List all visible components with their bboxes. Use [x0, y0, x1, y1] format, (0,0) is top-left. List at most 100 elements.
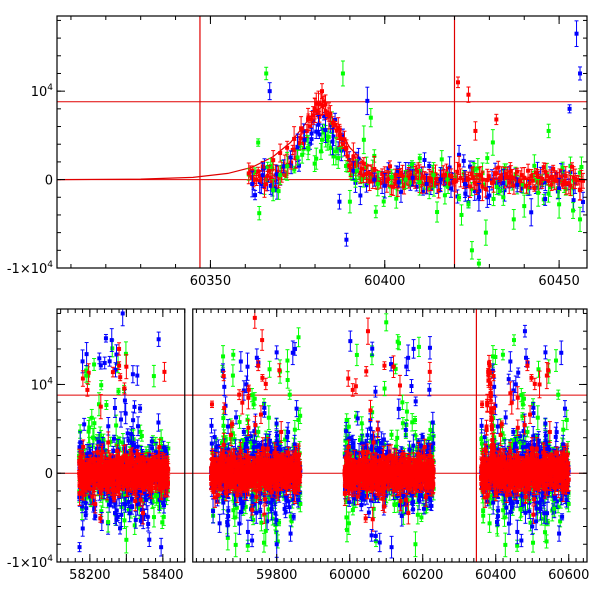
data-point-s1-14 — [351, 161, 356, 181]
data-point-s2-3 — [278, 165, 283, 185]
data-point-s2-28 — [536, 178, 541, 207]
data-point-s2-6 — [306, 135, 311, 161]
plot-area-bottom — [57, 309, 587, 562]
y-tick-label-top-2: 104 — [31, 83, 54, 100]
data-point-b0#0000ff-197 — [156, 331, 161, 347]
data-point-s0-9 — [316, 90, 321, 115]
data-point-b1#00ff00-89 — [285, 349, 290, 372]
x-tick-label-bottom-3: 59800 — [256, 568, 297, 583]
data-point-s2-31 — [571, 202, 576, 219]
data-point-s1-23 — [449, 179, 454, 198]
data-point-b2#0000ff-245 — [389, 535, 394, 559]
data-point-b3#0000ff-233 — [508, 351, 513, 372]
data-point-b2#0000ff-227 — [370, 341, 375, 356]
data-point-s2-25 — [501, 188, 506, 206]
data-point-b1#ff0000-475 — [263, 377, 268, 391]
data-point-b2#0000ff-4 — [348, 330, 353, 352]
data-point-b3#ff0000-493 — [529, 374, 534, 382]
bottom-panel: 58200 58400 59800 60000 60200 60400 60600-1×10… — [7, 308, 589, 583]
data-point-cloud2-364 — [458, 168, 463, 188]
data-point-b0#0000ff-241 — [103, 333, 108, 343]
data-point-s1-5 — [288, 150, 293, 165]
data-point-b2#0000ff-19 — [389, 356, 394, 372]
data-point-s0-7 — [306, 107, 311, 132]
data-point-b2#0000ff-132 — [411, 339, 416, 359]
outliers-1 — [109, 309, 535, 558]
data-point-b0#0000ff-199 — [131, 411, 136, 429]
data-point-s1-9 — [316, 114, 321, 135]
data-point-b0#0000ff-86 — [84, 342, 89, 367]
data-point-b0#0000ff-92 — [80, 520, 85, 537]
data-point-s1-0 — [250, 170, 255, 198]
data-point-s1-4 — [281, 159, 286, 174]
data-point-s1-17 — [372, 172, 377, 187]
y-tick-label-top-1: 0 — [45, 174, 53, 189]
data-point-s2-14 — [375, 171, 380, 197]
data-point-o0-4 — [260, 329, 265, 351]
data-point-b3#0000ff-111 — [560, 513, 565, 521]
x-tick-label-bottom-0: 58200 — [69, 568, 110, 583]
data-point-b1#0000ff-257 — [238, 351, 243, 372]
data-point-cloud1-196 — [466, 200, 471, 209]
data-point-o1-1 — [120, 309, 125, 327]
data-point-s2-20 — [459, 204, 464, 226]
data-point-b1#00ff00-16 — [237, 415, 242, 429]
data-point-b0#0000ff-37 — [159, 537, 164, 557]
x-tick-label-bottom-2: 58400 — [142, 568, 183, 583]
data-point-o1-2 — [135, 365, 140, 386]
data-point-b3#00ff00-112 — [556, 389, 561, 400]
data-point-b2#0000ff-20 — [427, 336, 432, 360]
data-point-s1-7 — [302, 130, 307, 149]
data-point-o0-6 — [391, 355, 396, 379]
data-point-s1-8 — [309, 127, 314, 140]
data-point-cloud2-406 — [532, 184, 537, 192]
data-point-o2-7 — [413, 531, 418, 558]
data-point-s2-24 — [490, 129, 495, 156]
data-point-o2-8 — [511, 334, 516, 346]
data-point-s2-12 — [361, 125, 366, 155]
data-point-s0-34 — [564, 171, 569, 195]
data-point-b3#00ff00-100 — [503, 532, 508, 558]
data-point-b1#ff0000-518 — [260, 374, 265, 382]
data-point-b0#ff0000-453 — [162, 361, 167, 382]
data-point-b1#0000ff-177 — [288, 525, 293, 542]
data-point-s1-16 — [365, 86, 370, 116]
data-point-b2#00ff00-31 — [404, 402, 409, 422]
data-point-b3#0000ff-49 — [519, 533, 524, 548]
data-point-b1#ff0000-170 — [209, 400, 214, 409]
data-point-b2#ff0000-302 — [382, 361, 387, 371]
data-point-b3#00ff00-123 — [535, 405, 540, 431]
data-point-o1-8 — [522, 324, 527, 338]
data-point-b3#0000ff-85 — [543, 417, 548, 430]
data-point-s2-26 — [511, 209, 516, 230]
data-point-s1-3 — [274, 164, 279, 184]
data-point-b2#00ff00-178 — [400, 394, 405, 411]
data-point-b2#0000ff-224 — [377, 532, 382, 553]
data-point-s0-12 — [326, 102, 331, 130]
data-point-cloud1-191 — [442, 186, 447, 205]
data-point-b2#0000ff-86 — [413, 396, 418, 407]
data-point-s2-19 — [445, 171, 450, 188]
data-point-cloud2-304 — [361, 167, 366, 184]
data-point-b0#ff0000-317 — [85, 383, 90, 397]
data-point-s2-30 — [557, 190, 562, 219]
x-tick-label-top-1: 60400 — [364, 274, 405, 289]
data-point-s1-32 — [567, 104, 572, 114]
data-point-b3#00ff00-174 — [500, 349, 505, 361]
data-point-cloud2-380 — [486, 170, 491, 182]
data-point-b2#00ff00-130 — [359, 416, 364, 431]
x-tick-label-top-0: 60350 — [190, 274, 231, 289]
data-point-s2-1 — [264, 66, 269, 81]
data-point-b3#00ff00-246 — [487, 513, 492, 533]
data-point-b1#0000ff-11 — [211, 498, 216, 524]
data-point-b2#0000ff-60 — [366, 507, 371, 518]
data-point-b1#00ff00-14 — [296, 327, 301, 348]
data-point-b2#00ff00-249 — [344, 413, 349, 427]
data-point-b0#00ff00-197 — [151, 506, 156, 528]
data-point-b0#00ff00-81 — [114, 414, 119, 437]
data-point-s0-14 — [337, 123, 342, 147]
data-point-s2-0 — [257, 205, 262, 221]
data-point-s0-26 — [466, 86, 471, 103]
data-point-b0#00ff00-116 — [92, 358, 97, 371]
